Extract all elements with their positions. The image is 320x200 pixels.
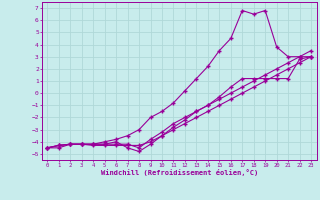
X-axis label: Windchill (Refroidissement éolien,°C): Windchill (Refroidissement éolien,°C) <box>100 169 258 176</box>
